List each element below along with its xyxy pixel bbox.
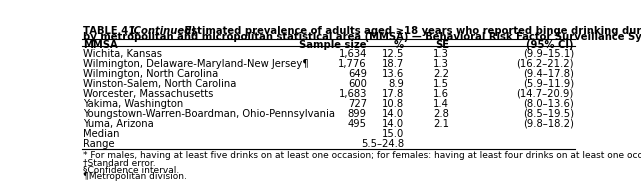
Text: 649: 649 bbox=[348, 69, 367, 79]
Text: 13.6: 13.6 bbox=[382, 69, 404, 79]
Text: Range: Range bbox=[83, 139, 115, 149]
Text: 5.5–24.8: 5.5–24.8 bbox=[361, 139, 404, 149]
Text: (9.8–18.2): (9.8–18.2) bbox=[523, 119, 574, 129]
Text: 1.5: 1.5 bbox=[433, 79, 449, 89]
Text: 1.6: 1.6 bbox=[433, 89, 449, 99]
Text: Yuma, Arizona: Yuma, Arizona bbox=[83, 119, 154, 129]
Text: Wichita, Kansas: Wichita, Kansas bbox=[83, 49, 162, 59]
Text: 1,634: 1,634 bbox=[338, 49, 367, 59]
Text: (95% CI): (95% CI) bbox=[526, 40, 574, 50]
Text: SE: SE bbox=[435, 40, 449, 50]
Text: 899: 899 bbox=[348, 109, 367, 119]
Text: (16.2–21.2): (16.2–21.2) bbox=[516, 59, 574, 69]
Text: Estimated prevalence of adults aged ≥18 years who reported binge drinking during: Estimated prevalence of adults aged ≥18 … bbox=[181, 26, 641, 36]
Text: 14.0: 14.0 bbox=[382, 109, 404, 119]
Text: 1.4: 1.4 bbox=[433, 99, 449, 109]
Text: 10.8: 10.8 bbox=[382, 99, 404, 109]
Text: Sample size: Sample size bbox=[299, 40, 367, 50]
Text: 727: 727 bbox=[348, 99, 367, 109]
Text: Winston-Salem, North Carolina: Winston-Salem, North Carolina bbox=[83, 79, 237, 89]
Text: 15.0: 15.0 bbox=[382, 129, 404, 139]
Text: Youngstown-Warren-Boardman, Ohio-Pennsylvania: Youngstown-Warren-Boardman, Ohio-Pennsyl… bbox=[83, 109, 335, 119]
Text: (8.0–13.6): (8.0–13.6) bbox=[523, 99, 574, 109]
Text: 495: 495 bbox=[348, 119, 367, 129]
Text: (5.9–11.9): (5.9–11.9) bbox=[522, 79, 574, 89]
Text: ¶Metropolitan division.: ¶Metropolitan division. bbox=[83, 172, 187, 181]
Text: 1.3: 1.3 bbox=[433, 59, 449, 69]
Text: Median: Median bbox=[83, 129, 120, 139]
Text: 2.8: 2.8 bbox=[433, 109, 449, 119]
Text: (14.7–20.9): (14.7–20.9) bbox=[517, 89, 574, 99]
Text: 1,776: 1,776 bbox=[338, 59, 367, 69]
Text: Worcester, Massachusetts: Worcester, Massachusetts bbox=[83, 89, 213, 99]
Text: 18.7: 18.7 bbox=[382, 59, 404, 69]
Text: Wilmington, Delaware-Maryland-New Jersey¶: Wilmington, Delaware-Maryland-New Jersey… bbox=[83, 59, 309, 69]
Text: MMSA: MMSA bbox=[83, 40, 118, 50]
Text: (Continued): (Continued) bbox=[129, 26, 196, 36]
Text: TABLE 41.: TABLE 41. bbox=[83, 26, 143, 36]
Text: (8.5–19.5): (8.5–19.5) bbox=[523, 109, 574, 119]
Text: 1.3: 1.3 bbox=[433, 49, 449, 59]
Text: (9.4–17.8): (9.4–17.8) bbox=[523, 69, 574, 79]
Text: §Confidence interval.: §Confidence interval. bbox=[83, 165, 179, 174]
Text: 2.1: 2.1 bbox=[433, 119, 449, 129]
Text: †Standard error.: †Standard error. bbox=[83, 158, 156, 167]
Text: 8.9: 8.9 bbox=[388, 79, 404, 89]
Text: * For males, having at least five drinks on at least one occasion; for females: : * For males, having at least five drinks… bbox=[83, 151, 641, 160]
Text: Wilmington, North Carolina: Wilmington, North Carolina bbox=[83, 69, 219, 79]
Text: (9.9–15.1): (9.9–15.1) bbox=[522, 49, 574, 59]
Text: 600: 600 bbox=[348, 79, 367, 89]
Text: by metropolitan and micropolitan statistical area (MMSA) — Behavioral Risk Facto: by metropolitan and micropolitan statist… bbox=[83, 32, 641, 42]
Text: Yakima, Washington: Yakima, Washington bbox=[83, 99, 183, 109]
Text: 14.0: 14.0 bbox=[382, 119, 404, 129]
Text: %: % bbox=[394, 40, 404, 50]
Text: 12.5: 12.5 bbox=[381, 49, 404, 59]
Text: 17.8: 17.8 bbox=[382, 89, 404, 99]
Text: 2.2: 2.2 bbox=[433, 69, 449, 79]
Text: 1,683: 1,683 bbox=[338, 89, 367, 99]
